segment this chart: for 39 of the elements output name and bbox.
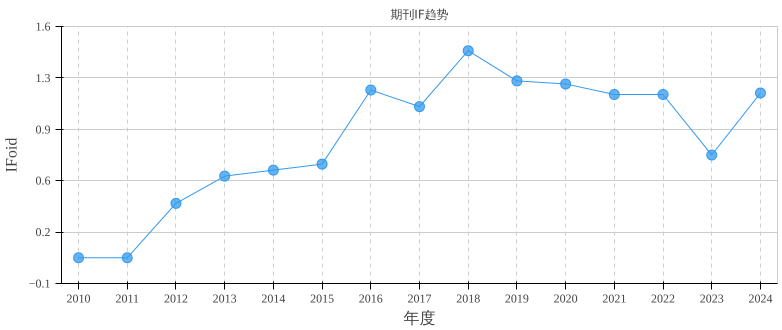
y-tick-label: 1.6 — [36, 20, 50, 34]
point — [219, 170, 230, 182]
point — [73, 252, 84, 264]
x-tick-label: 2020 — [554, 292, 578, 306]
x-tick-label: 2015 — [310, 292, 334, 306]
y-tick-label: 0.2 — [36, 225, 50, 240]
point — [365, 84, 376, 96]
y-tick-label: 0.6 — [36, 174, 50, 188]
point — [511, 75, 522, 86]
x-axis-title: 年度 — [404, 310, 436, 328]
point — [754, 88, 766, 99]
x-tick-label: 2024 — [748, 292, 772, 306]
y-tick-label: −0.1 — [28, 276, 51, 290]
point — [122, 252, 133, 264]
chart-title: 期刊IF趋势 — [390, 8, 449, 22]
x-tick-label: 2018 — [456, 292, 480, 306]
y-tick-label: 1.3 — [36, 70, 50, 85]
point — [170, 198, 182, 209]
point — [414, 101, 425, 112]
x-tick-label: 2011 — [115, 292, 140, 306]
x-tick-label: 2021 — [602, 292, 626, 306]
x-tick-label: 2016 — [358, 292, 383, 306]
point — [268, 164, 279, 176]
point — [462, 45, 474, 56]
point — [608, 89, 620, 100]
x-tick-label: 2017 — [408, 292, 432, 306]
point — [560, 78, 572, 90]
x-tick-label: 2012 — [164, 292, 188, 306]
point — [706, 150, 718, 160]
x-tick-label: 2013 — [212, 292, 237, 306]
x-tick-label: 2019 — [504, 292, 529, 306]
point — [316, 158, 328, 170]
x-tick-label: 2023 — [700, 292, 724, 306]
point — [658, 89, 669, 100]
y-tick-label: 0.9 — [36, 122, 50, 136]
x-tick-label: 2022 — [651, 292, 676, 306]
y-axis-title: IFoid — [4, 138, 21, 172]
x-tick-label: 2014 — [261, 292, 286, 306]
x-tick-label: 2010 — [66, 292, 91, 306]
